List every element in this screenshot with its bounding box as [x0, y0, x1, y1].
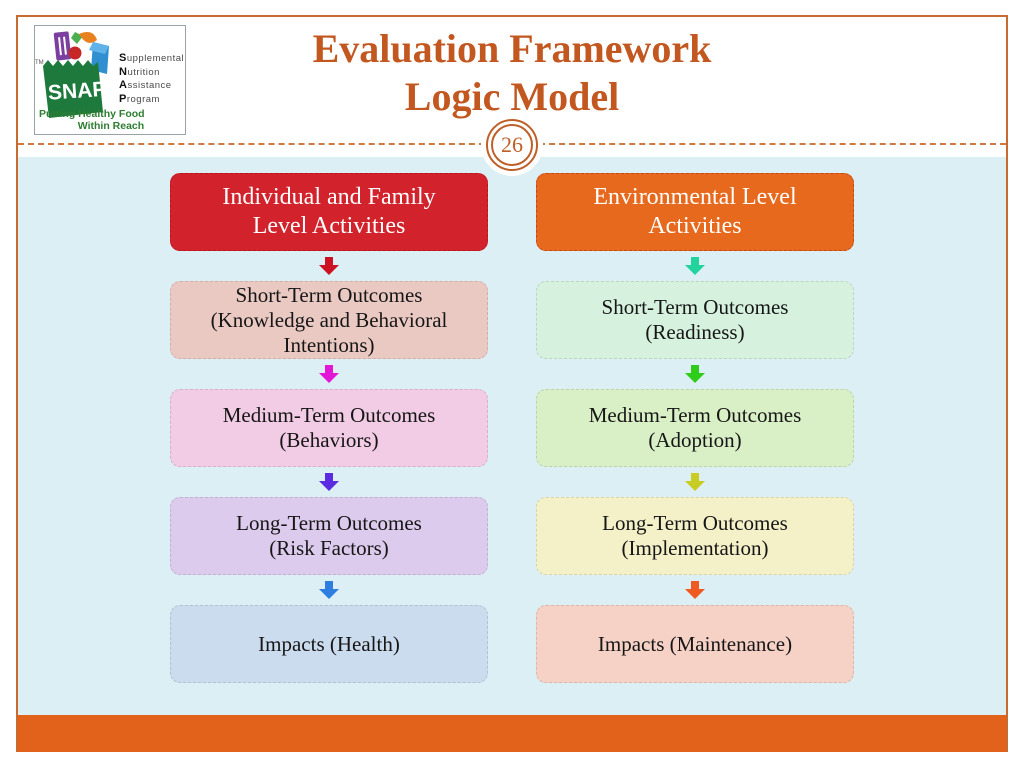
snap-wordmark: SNAP — [47, 78, 107, 105]
snap-logo: SNAP TM Supplemental Nutrition Assistanc… — [34, 25, 186, 135]
arrow-slot — [170, 251, 488, 281]
activity-header-box: Environmental Level Activities — [536, 173, 854, 251]
down-arrow-icon — [319, 257, 339, 275]
slide-header: SNAP TM Supplemental Nutrition Assistanc… — [18, 17, 1006, 143]
flow-box: Long-Term Outcomes (Implementation) — [536, 497, 854, 575]
title-line: Logic Model — [404, 74, 620, 119]
arrow-slot — [170, 575, 488, 605]
flow-box: Long-Term Outcomes (Risk Factors) — [170, 497, 488, 575]
acronym-line: Supplemental — [119, 52, 185, 64]
activity-header-box: Individual and Family Level Activities — [170, 173, 488, 251]
page-number-badge: 26 — [481, 114, 543, 176]
down-arrow-icon — [685, 581, 705, 599]
snap-acronym: Supplemental Nutrition Assistance Progra… — [119, 52, 184, 106]
slide-frame: SNAP TM Supplemental Nutrition Assistanc… — [16, 15, 1008, 752]
slide-title: Evaluation Framework Logic Model — [18, 17, 1006, 121]
trademark-text: TM — [35, 60, 44, 66]
flow-box: Impacts (Maintenance) — [536, 605, 854, 683]
flow-box: Short-Term Outcomes (Readiness) — [536, 281, 854, 359]
column-individual-family: Individual and Family Level Activities S… — [170, 173, 488, 715]
down-arrow-icon — [319, 581, 339, 599]
flow-box: Short-Term Outcomes (Knowledge and Behav… — [170, 281, 488, 359]
down-arrow-icon — [685, 365, 705, 383]
acronym-line: Program — [119, 92, 160, 105]
down-arrow-icon — [319, 473, 339, 491]
arrow-slot — [170, 467, 488, 497]
arrow-slot — [536, 359, 854, 389]
footer-bar — [18, 715, 1006, 752]
header-divider: 26 — [18, 114, 1006, 176]
arrow-slot — [170, 359, 488, 389]
arrow-slot — [536, 251, 854, 281]
flow-box: Medium-Term Outcomes (Adoption) — [536, 389, 854, 467]
acronym-line: Assistance — [119, 79, 172, 91]
title-line: Evaluation Framework — [312, 26, 712, 71]
content-area: Individual and Family Level Activities S… — [18, 157, 1006, 715]
page-number: 26 — [491, 124, 533, 166]
down-arrow-icon — [685, 257, 705, 275]
flow-box: Medium-Term Outcomes (Behaviors) — [170, 389, 488, 467]
arrow-slot — [536, 467, 854, 497]
snap-logo-graphic: SNAP TM — [35, 31, 109, 118]
bag-icon: SNAP TM — [35, 60, 107, 118]
arrow-slot — [536, 575, 854, 605]
flow-box: Impacts (Health) — [170, 605, 488, 683]
acronym-line: Nutrition — [119, 65, 160, 78]
down-arrow-icon — [319, 365, 339, 383]
logo-tagline: Putting Healthy Food Within Reach — [39, 108, 145, 132]
down-arrow-icon — [685, 473, 705, 491]
column-environmental: Environmental Level Activities Short-Ter… — [536, 173, 854, 715]
